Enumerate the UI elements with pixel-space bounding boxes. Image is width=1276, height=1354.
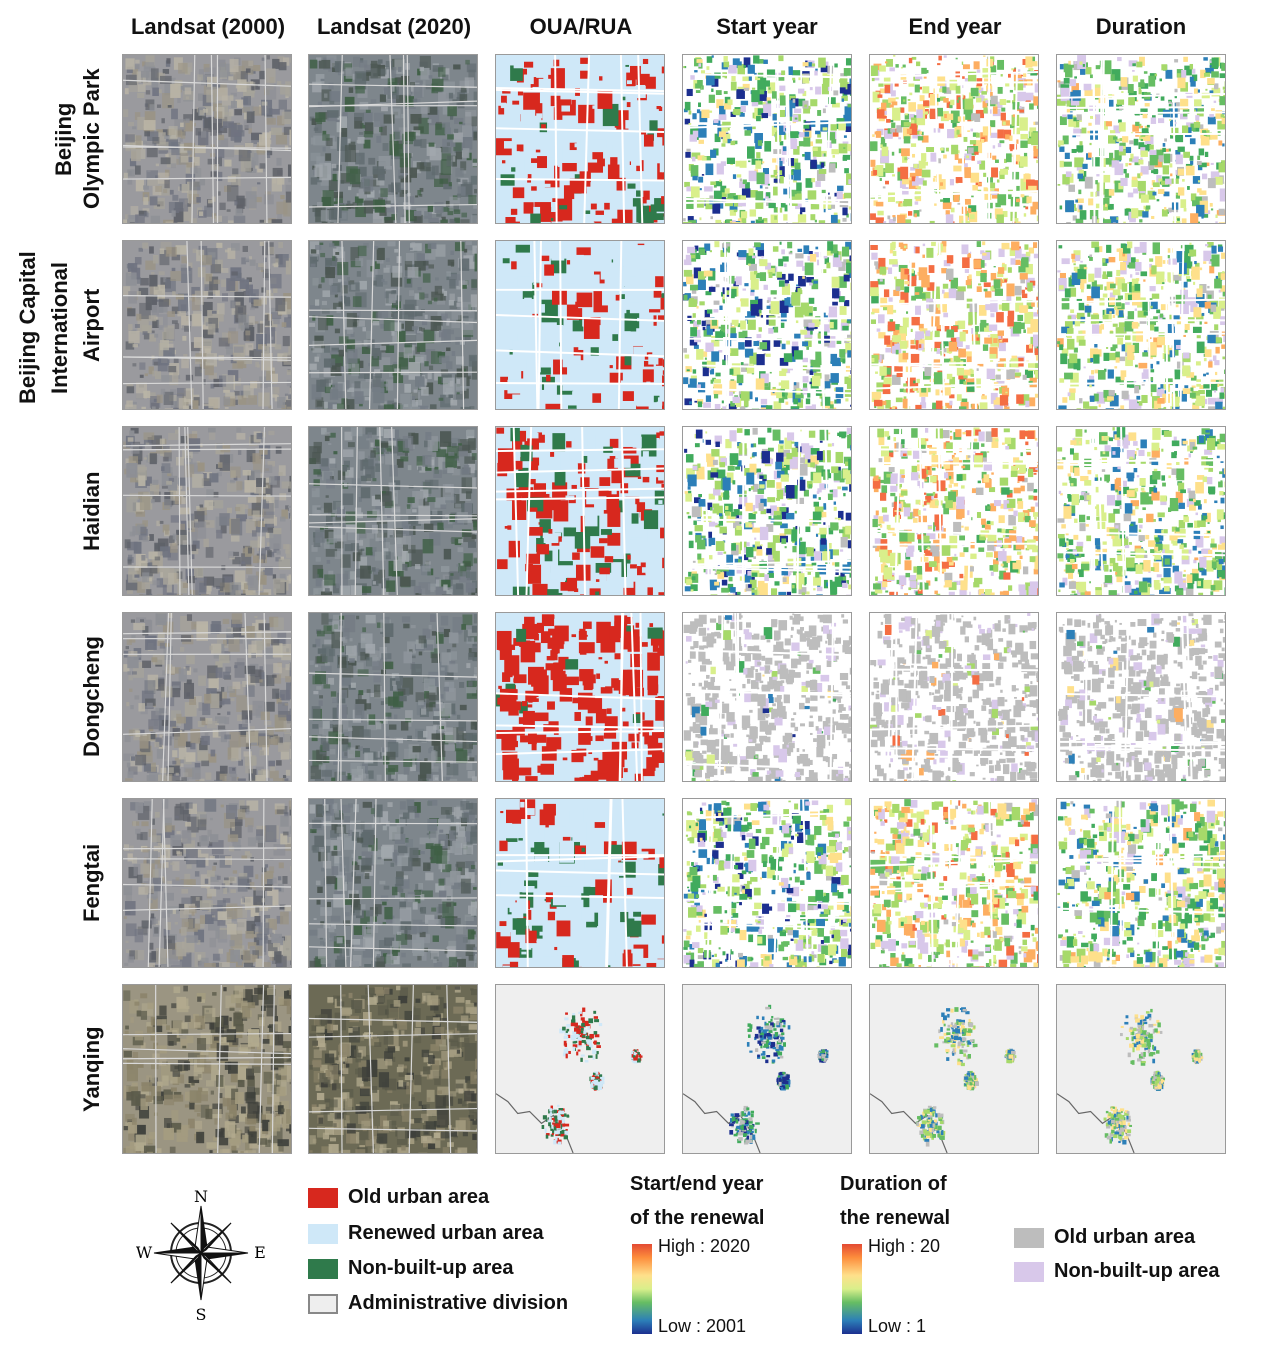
compass-rose-icon: N S E W: [136, 1184, 266, 1324]
group-label-line-1: Beijing Capital: [15, 251, 40, 405]
map-tile-airport-start-year: [682, 240, 852, 410]
colorbar-year-title: Start/end year of the renewal: [630, 1170, 764, 1232]
map-tile-dongcheng-end-year: [869, 612, 1039, 782]
map-tile-yanqing-oua-rua: [495, 984, 665, 1154]
row-label-haidian: Haidian: [78, 426, 110, 596]
map-tile-yanqing-end-year: [869, 984, 1039, 1154]
row-label-airport: Airport: [78, 240, 110, 410]
map-tile-olympic-park-start-year: [682, 54, 852, 224]
map-tile-haidian-landsat-2020: [308, 426, 478, 596]
column-header-start-year: Start year: [716, 14, 818, 39]
colorbar-duration-title-line: Duration of: [840, 1173, 947, 1195]
compass-s: S: [196, 1305, 207, 1324]
map-tile-dongcheng-duration: [1056, 612, 1226, 782]
colorbar-year-low: Low : 2001: [658, 1316, 747, 1336]
legend-swatch: [308, 1223, 338, 1244]
map-tile-olympic-park-duration: [1056, 54, 1226, 224]
compass-n: N: [194, 1187, 208, 1206]
compass-w: W: [136, 1243, 153, 1262]
map-tile-fengtai-end-year: [869, 798, 1039, 968]
group-label-line-2: International: [47, 262, 72, 395]
legend-label: Renewed urban area: [348, 1222, 544, 1244]
map-tile-haidian-oua-rua: [495, 426, 665, 596]
column-header-end-year: End year: [908, 14, 1002, 39]
legend-swatch: [1014, 1227, 1044, 1248]
map-tile-fengtai-duration: [1056, 798, 1226, 968]
row-label-line: Yanqing: [79, 1026, 104, 1112]
group-label: Beijing Capital International: [12, 238, 72, 418]
map-tile-haidian-end-year: [869, 426, 1039, 596]
colorbar-year-high: High : 2020: [658, 1236, 751, 1256]
map-tile-fengtai-oua-rua: [495, 798, 665, 968]
map-tile-yanqing-landsat-2020: [308, 984, 478, 1154]
column-header-oua-rua: OUA/RUA: [529, 14, 633, 39]
legend-label: Old urban area: [348, 1186, 490, 1208]
map-tile-airport-end-year: [869, 240, 1039, 410]
map-tile-dongcheng-landsat-2020: [308, 612, 478, 782]
legend-swatch: [308, 1258, 338, 1279]
row-label-line: Haidian: [79, 471, 104, 551]
row-label-line: Airport: [79, 288, 104, 362]
legend-old-urban-area: Old urban area: [308, 1186, 489, 1209]
legend-renewed-urban-area: Renewed urban area: [308, 1222, 544, 1245]
map-tile-haidian-landsat-2000: [122, 426, 292, 596]
map-tile-airport-duration: [1056, 240, 1226, 410]
legend-swatch: [308, 1293, 338, 1314]
legend-administrative-division: Administrative division: [308, 1292, 568, 1315]
legend-label: Old urban area: [1054, 1226, 1196, 1248]
map-tile-dongcheng-landsat-2000: [122, 612, 292, 782]
colorbar-duration-title: Duration of the renewal: [840, 1170, 950, 1232]
map-tile-yanqing-duration: [1056, 984, 1226, 1154]
row-label-line: Beijing: [51, 102, 76, 176]
legend-non-built-up-area: Non-built-up area: [308, 1257, 514, 1280]
map-tile-fengtai-landsat-2020: [308, 798, 478, 968]
row-label-olympic-park: Beijing Olympic Park: [50, 54, 112, 224]
legend-label: Administrative division: [348, 1292, 569, 1314]
map-tile-fengtai-landsat-2000: [122, 798, 292, 968]
colorbar-duration-high: High : 20: [868, 1236, 941, 1256]
colorbar-duration: [842, 1244, 862, 1334]
map-tile-olympic-park-landsat-2020: [308, 54, 478, 224]
map-tile-olympic-park-end-year: [869, 54, 1039, 224]
map-tile-olympic-park-oua-rua: [495, 54, 665, 224]
legend-gray-old-urban-area: Old urban area: [1014, 1226, 1195, 1249]
colorbar-duration-low: Low : 1: [868, 1316, 927, 1336]
compass-e: E: [254, 1243, 266, 1262]
row-label-line: Fengtai: [79, 843, 104, 923]
legend-swatch: [308, 1187, 338, 1208]
legend-swatch: [1014, 1261, 1044, 1282]
colorbar-duration-title-line: the renewal: [840, 1207, 951, 1229]
map-tile-dongcheng-start-year: [682, 612, 852, 782]
row-label-dongcheng: Dongcheng: [78, 612, 110, 782]
map-tile-fengtai-start-year: [682, 798, 852, 968]
legend-label: Non-built-up area: [348, 1257, 514, 1279]
map-tile-yanqing-start-year: [682, 984, 852, 1154]
column-header-duration: Duration: [1095, 14, 1187, 39]
map-tile-dongcheng-oua-rua: [495, 612, 665, 782]
row-label-yanqing: Yanqing: [78, 984, 110, 1154]
map-tile-haidian-duration: [1056, 426, 1226, 596]
legend-purple-non-built-up-area: Non-built-up area: [1014, 1260, 1220, 1283]
colorbar-year-title-line: of the renewal: [630, 1207, 765, 1229]
map-tile-airport-oua-rua: [495, 240, 665, 410]
map-tile-airport-landsat-2020: [308, 240, 478, 410]
map-tile-yanqing-landsat-2000: [122, 984, 292, 1154]
column-header-landsat-2000: Landsat (2000): [130, 14, 286, 39]
row-label-fengtai: Fengtai: [78, 798, 110, 968]
row-label-line: Dongcheng: [79, 636, 104, 758]
map-tile-olympic-park-landsat-2000: [122, 54, 292, 224]
map-tile-haidian-start-year: [682, 426, 852, 596]
column-header-landsat-2020: Landsat (2020): [316, 14, 472, 39]
colorbar-year-title-line: Start/end year: [630, 1173, 764, 1195]
row-label-line: Olympic Park: [79, 68, 104, 210]
legend-label: Non-built-up area: [1054, 1260, 1220, 1282]
colorbar-year: [632, 1244, 652, 1334]
map-tile-airport-landsat-2000: [122, 240, 292, 410]
